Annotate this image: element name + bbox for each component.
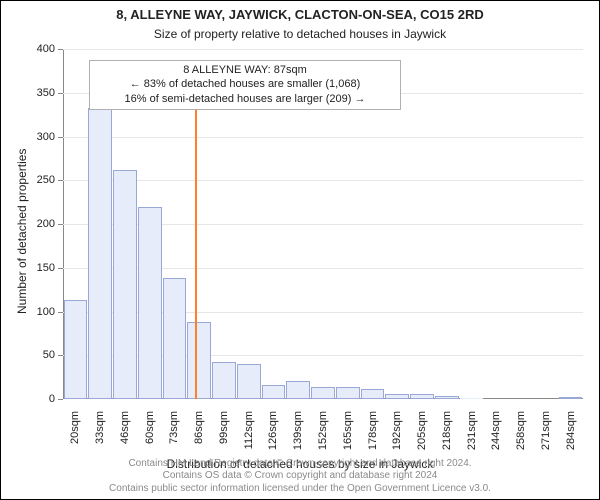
y-tick-label: 250: [23, 174, 55, 186]
y-tick-label: 400: [23, 43, 55, 55]
y-tick-label: 300: [23, 131, 55, 143]
x-tick-label: 99sqm: [218, 411, 230, 461]
x-tick-label: 205sqm: [416, 411, 428, 461]
histogram-bar: [64, 300, 88, 399]
histogram-bar: [163, 278, 187, 399]
x-tick-label: 218sqm: [441, 411, 453, 461]
x-tick-label: 152sqm: [317, 411, 329, 461]
histogram-bar: [286, 381, 310, 399]
page-subtitle: Size of property relative to detached ho…: [1, 27, 599, 41]
y-tick-mark: [58, 355, 63, 356]
chart-container: 8, ALLEYNE WAY, JAYWICK, CLACTON-ON-SEA,…: [0, 0, 600, 500]
info-box-line-3: 16% of semi-detached houses are larger (…: [94, 92, 396, 107]
histogram-bar: [138, 207, 162, 400]
y-tick-mark: [58, 93, 63, 94]
y-tick-mark: [58, 49, 63, 50]
y-tick-mark: [58, 180, 63, 181]
x-tick-label: 271sqm: [540, 411, 552, 461]
marker-line: [195, 103, 197, 399]
histogram-bar: [262, 385, 286, 399]
x-tick-label: 20sqm: [69, 411, 81, 461]
histogram-bar: [88, 108, 112, 399]
histogram-bar: [113, 170, 137, 399]
y-tick-mark: [58, 268, 63, 269]
y-tick-mark: [58, 399, 63, 400]
x-tick-label: 46sqm: [119, 411, 131, 461]
y-tick-label: 50: [23, 349, 55, 361]
histogram-bar: [410, 394, 434, 399]
page-title: 8, ALLEYNE WAY, JAYWICK, CLACTON-ON-SEA,…: [1, 7, 599, 22]
y-tick-label: 150: [23, 262, 55, 274]
x-tick-label: 33sqm: [94, 411, 106, 461]
histogram-bar: [460, 398, 484, 399]
histogram-bar: [559, 397, 583, 399]
y-tick-mark: [58, 312, 63, 313]
y-tick-mark: [58, 224, 63, 225]
info-box-line-2: ← 83% of detached houses are smaller (1,…: [94, 77, 396, 92]
gridline: [63, 49, 583, 50]
gridline: [63, 137, 583, 138]
y-tick-label: 0: [23, 393, 55, 405]
x-tick-label: 139sqm: [292, 411, 304, 461]
histogram-bar: [187, 322, 211, 399]
x-tick-label: 86sqm: [193, 411, 205, 461]
x-tick-label: 73sqm: [168, 411, 180, 461]
y-tick-mark: [58, 137, 63, 138]
gridline: [63, 180, 583, 181]
info-box: 8 ALLEYNE WAY: 87sqm← 83% of detached ho…: [89, 60, 401, 111]
x-tick-label: 258sqm: [515, 411, 527, 461]
y-tick-label: 200: [23, 218, 55, 230]
x-tick-label: 192sqm: [391, 411, 403, 461]
histogram-bar: [336, 387, 360, 399]
x-tick-label: 284sqm: [565, 411, 577, 461]
x-tick-label: 126sqm: [267, 411, 279, 461]
x-tick-label: 60sqm: [144, 411, 156, 461]
y-tick-label: 350: [23, 87, 55, 99]
x-tick-label: 178sqm: [367, 411, 379, 461]
footer-attribution: Contains HM Land Registry data © Crown c…: [1, 458, 599, 496]
x-tick-label: 112sqm: [243, 411, 255, 461]
y-tick-label: 100: [23, 306, 55, 318]
x-tick-label: 165sqm: [342, 411, 354, 461]
footer-line-3: Contains public sector information licen…: [1, 483, 599, 496]
histogram-bar: [212, 362, 236, 399]
histogram-bar: [435, 396, 459, 399]
footer-line-2: Contains OS data © Crown copyright and d…: [1, 470, 599, 483]
histogram-bar: [237, 364, 261, 399]
histogram-bar: [385, 394, 409, 399]
x-tick-label: 231sqm: [466, 411, 478, 461]
histogram-bar: [361, 389, 385, 399]
info-box-line-1: 8 ALLEYNE WAY: 87sqm: [94, 63, 396, 78]
x-tick-label: 244sqm: [490, 411, 502, 461]
histogram-bar: [311, 387, 335, 399]
